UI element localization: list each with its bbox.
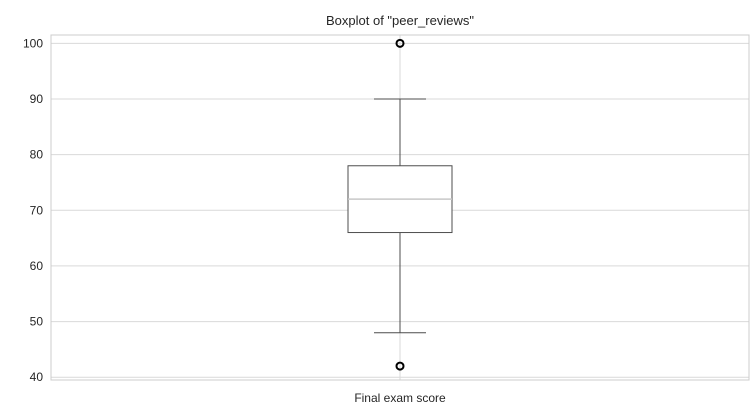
box-group <box>347 38 453 371</box>
outlier-point <box>395 361 405 371</box>
y-tick-label: 90 <box>30 92 44 106</box>
y-tick-label: 40 <box>30 370 44 384</box>
y-tick-label: 80 <box>30 148 44 162</box>
y-tick-label: 50 <box>30 315 44 329</box>
chart-title: Boxplot of "peer_reviews" <box>326 13 474 28</box>
y-axis-ticks: 40 50 60 70 80 90 100 <box>23 36 43 384</box>
box-layer <box>347 38 453 371</box>
x-tick-label: Final exam score <box>354 391 446 405</box>
y-tick-label: 70 <box>30 203 44 217</box>
plot-frame <box>50 34 750 381</box>
outlier-point <box>395 38 405 48</box>
x-axis-ticks: Final exam score <box>354 391 446 405</box>
y-tick-label: 100 <box>23 36 43 50</box>
y-tick-label: 60 <box>30 259 44 273</box>
